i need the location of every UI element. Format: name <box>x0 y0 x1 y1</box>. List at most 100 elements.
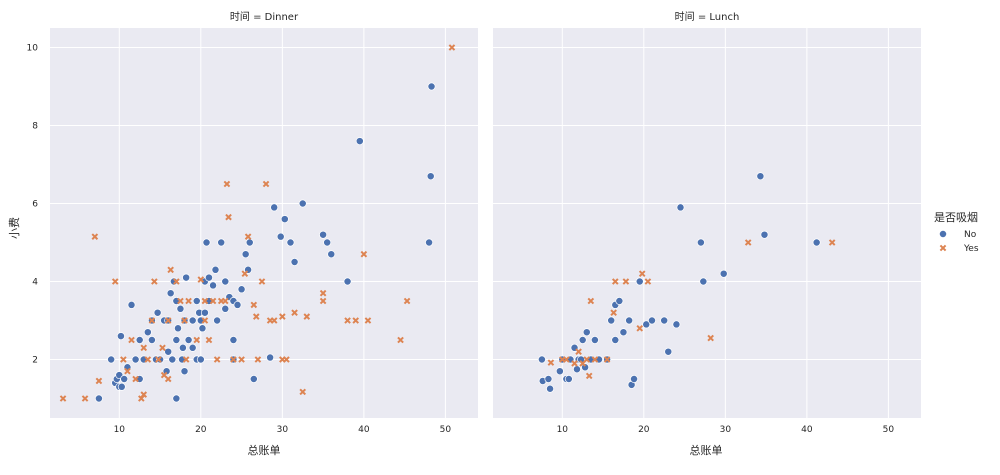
data-point-no <box>660 316 669 325</box>
data-point-yes <box>244 233 252 240</box>
data-point-no <box>581 363 590 372</box>
x-tick-label: 20 <box>195 425 207 435</box>
facet-panel: 10 20 30 40 50 时间 = Lunch <box>493 10 921 435</box>
data-point-no <box>537 355 546 364</box>
data-point-yes <box>352 317 360 324</box>
data-point-yes <box>209 297 217 305</box>
data-point-yes <box>197 276 205 283</box>
data-point-no <box>143 328 152 337</box>
legend-entries: No Yes <box>939 230 979 254</box>
data-point-no <box>221 277 230 286</box>
panel-background <box>493 28 921 418</box>
data-point-no <box>756 172 765 181</box>
data-point-no <box>619 328 628 337</box>
data-point-yes <box>120 356 127 363</box>
data-point-yes <box>622 278 630 285</box>
data-point-yes <box>707 334 714 342</box>
data-point-yes <box>182 356 190 363</box>
data-point-no <box>696 238 705 247</box>
data-point-no <box>196 355 205 364</box>
data-point-yes <box>303 313 311 320</box>
legend-marker <box>939 230 947 238</box>
data-point-no <box>200 308 209 317</box>
data-point-no <box>202 238 211 247</box>
data-point-no <box>672 320 681 329</box>
series-yes <box>59 44 456 402</box>
data-point-no <box>131 355 140 364</box>
data-point-yes <box>291 309 298 317</box>
data-point-yes <box>124 367 131 375</box>
data-point-yes <box>611 278 619 285</box>
data-point-no <box>355 137 364 146</box>
data-point-no <box>276 232 285 241</box>
data-point-yes <box>319 289 327 297</box>
y-tick-label: 2 <box>32 356 38 366</box>
data-point-no <box>153 308 162 317</box>
data-point-no <box>607 316 616 325</box>
data-point-yes <box>137 395 145 402</box>
data-point-no <box>425 238 434 247</box>
data-point-no <box>168 355 177 364</box>
x-tick-label: 30 <box>277 425 289 435</box>
data-point-no <box>327 250 336 259</box>
data-point-yes <box>299 388 307 396</box>
y-tick-label: 8 <box>32 122 38 132</box>
data-point-no <box>298 199 307 208</box>
data-point-yes <box>563 356 570 363</box>
data-point-no <box>237 285 246 294</box>
data-point-no <box>343 277 352 286</box>
data-point-no <box>172 336 181 344</box>
y-tick-label: 6 <box>32 200 38 210</box>
data-point-no <box>172 394 181 403</box>
data-point-yes <box>644 278 652 285</box>
data-point-no <box>147 336 156 344</box>
data-point-no <box>270 203 279 212</box>
data-point-no <box>117 382 126 391</box>
data-point-no <box>192 297 201 305</box>
data-point-yes <box>95 377 103 385</box>
data-point-yes <box>319 297 327 305</box>
data-point-yes <box>167 266 174 274</box>
data-point-yes <box>128 336 135 344</box>
data-point-yes <box>164 375 172 383</box>
data-point-no <box>107 355 116 364</box>
x-axis-label: 总账单 <box>248 443 281 457</box>
x-tick-label: 40 <box>801 425 813 435</box>
data-point-yes <box>205 336 213 344</box>
x-tick-label: 20 <box>638 425 650 435</box>
legend-label: Yes <box>963 244 979 254</box>
data-point-no <box>625 316 634 325</box>
data-point-yes <box>201 317 209 324</box>
legend-marker <box>939 244 947 252</box>
data-point-yes <box>262 180 270 188</box>
facet-panel: 10 20 30 40 50 2 4 6 8 10 时间 = Dinner <box>27 10 478 435</box>
data-point-yes <box>223 180 231 188</box>
data-point-yes <box>140 391 148 398</box>
panel-background <box>50 28 478 418</box>
series-yes <box>547 239 836 380</box>
data-point-yes <box>193 336 201 344</box>
legend-label: No <box>964 230 977 240</box>
data-point-no <box>427 82 436 91</box>
x-axis-label: 总账单 <box>690 443 723 457</box>
data-point-no <box>94 394 103 403</box>
facet-title: 时间 = Lunch <box>675 10 740 23</box>
data-point-yes <box>828 239 836 246</box>
data-point-yes <box>279 313 286 320</box>
data-point-yes <box>250 301 258 309</box>
data-point-no <box>209 281 217 290</box>
data-point-no <box>642 320 651 329</box>
facet-panels: 10 20 30 40 50 2 4 6 8 10 时间 = Dinner 10 20 30 40 50 时间 … <box>27 10 921 435</box>
data-point-yes <box>258 278 266 285</box>
data-point-no <box>323 238 332 247</box>
data-point-no <box>676 203 685 212</box>
x-tick-label: 10 <box>557 425 569 435</box>
data-point-no <box>205 273 213 282</box>
data-point-no <box>174 324 182 333</box>
data-point-yes <box>744 239 752 246</box>
data-point-yes <box>151 278 158 285</box>
data-point-no <box>217 238 226 247</box>
data-point-yes <box>252 313 260 320</box>
data-point-yes <box>201 297 209 305</box>
